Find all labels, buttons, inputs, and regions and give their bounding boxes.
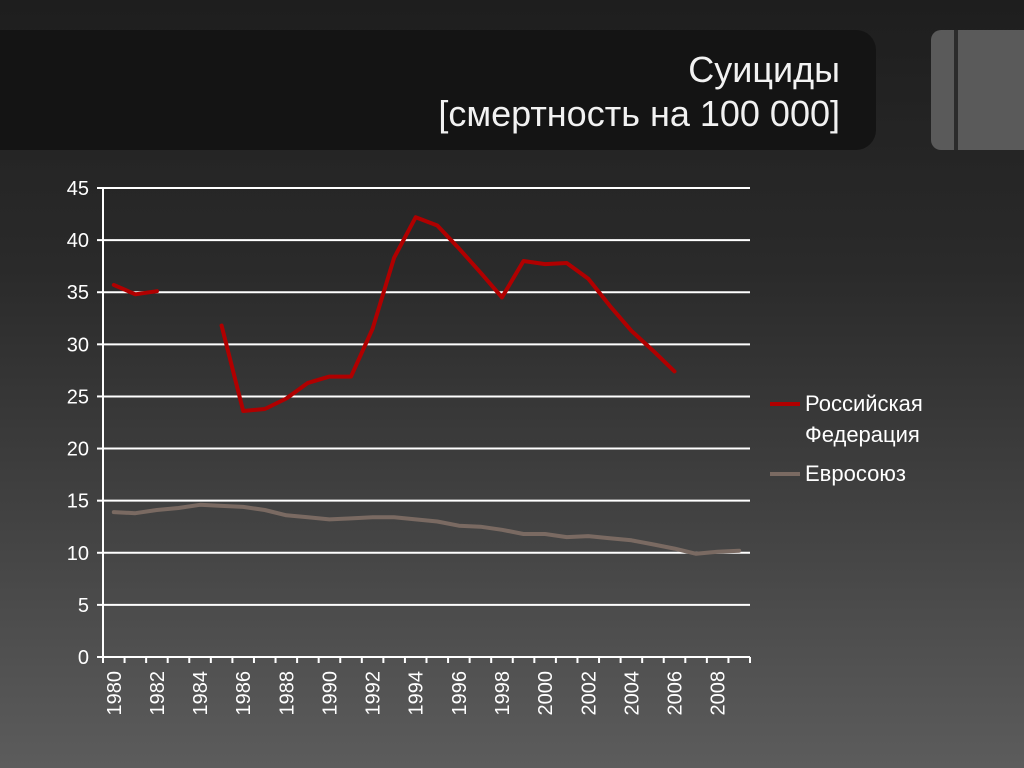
slide-title: Суициды [смертность на 100 000] (438, 48, 840, 136)
grid-layer (103, 187, 750, 606)
y-tick-label: 20 (67, 439, 89, 461)
axis-layer: 0 5 10 15 20 25 30 35 40 45 1980 1982 1984 1986 1988 19… (67, 178, 751, 716)
series-russia-line-segment-0 (111, 282, 159, 297)
x-tick-label: 1996 (449, 671, 471, 716)
x-tick-label: 2000 (535, 671, 557, 716)
x-tick-label: 2004 (621, 671, 643, 716)
x-tick-label: 1986 (233, 671, 255, 716)
x-tick-label: 1990 (319, 671, 341, 716)
title-line-2: [смертность на 100 000] (438, 93, 840, 134)
y-tick-label: 30 (67, 334, 89, 356)
series-russia-line-segment-1 (219, 215, 677, 413)
side-tab-divider (954, 30, 958, 150)
x-tick-label: 1980 (104, 671, 126, 716)
title-bar: Суициды [смертность на 100 000] (0, 30, 876, 150)
legend-item-eu-label: Евросоюз (805, 461, 906, 486)
y-tick-label: 10 (67, 543, 89, 565)
y-tick-label: 5 (78, 595, 89, 617)
y-tick-label: 15 (67, 491, 89, 513)
x-tick-label: 1982 (147, 671, 169, 716)
x-tick-label: 1988 (276, 671, 298, 716)
legend: Российская Федерация Евросоюз (770, 391, 923, 486)
x-tick-label: 1998 (492, 671, 514, 716)
y-tick-label: 40 (67, 230, 89, 252)
x-tick-label: 2008 (708, 671, 730, 716)
y-tick-label: 45 (67, 178, 89, 200)
x-tick-label: 1992 (363, 671, 385, 716)
x-tick-label: 1984 (190, 671, 212, 716)
side-tab-decoration (931, 30, 1024, 150)
legend-item-russia-label: Российская Федерация (805, 391, 923, 447)
x-tick-label: 2002 (578, 671, 600, 716)
y-tick-label: 25 (67, 386, 89, 408)
x-tick-label: 2006 (665, 671, 687, 716)
y-tick-label: 35 (67, 282, 89, 304)
y-tick-label: 0 (78, 647, 89, 669)
series-layer (111, 215, 742, 556)
x-tick-label: 1994 (406, 671, 428, 716)
title-line-1: Суициды (688, 49, 840, 90)
series-eu-line-segment-0 (111, 502, 742, 556)
